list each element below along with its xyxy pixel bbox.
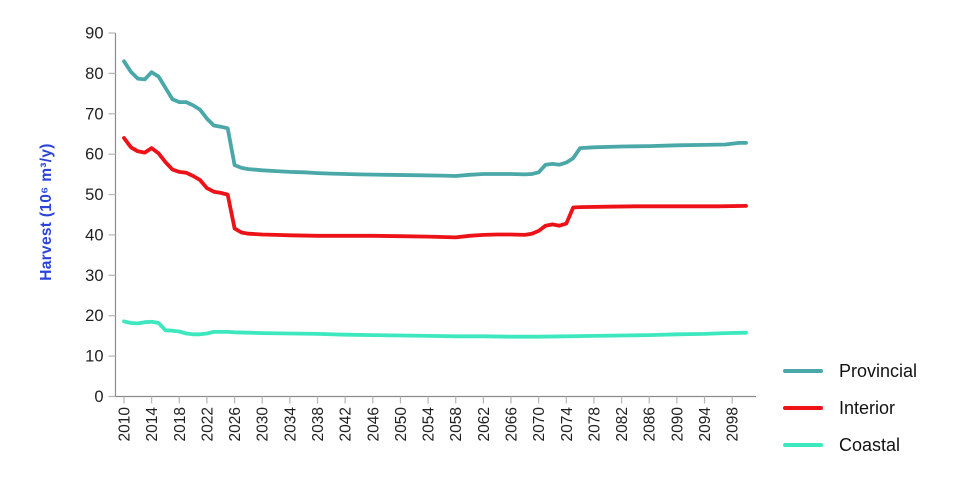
- legend-swatch-provincial: [783, 369, 823, 373]
- series-line-provincial: [122, 59, 748, 178]
- x-tick-label: 2014: [144, 407, 161, 442]
- series-line-coastal: [122, 319, 748, 339]
- x-tick-label: 2038: [310, 407, 327, 441]
- legend: Provincial Interior Coastal: [783, 359, 917, 457]
- x-tick-label: 2082: [614, 407, 631, 441]
- x-tick-label: 2078: [586, 407, 603, 441]
- legend-item-coastal: Coastal: [783, 433, 917, 457]
- x-tick-label: 2042: [338, 407, 355, 441]
- x-tick-label: 2054: [421, 407, 438, 442]
- legend-label-coastal: Coastal: [839, 435, 901, 455]
- x-tick-label: 2046: [365, 407, 382, 441]
- x-tick-label: 2066: [504, 407, 521, 441]
- x-tick-label: 2026: [227, 407, 244, 441]
- x-tick-label: 2058: [448, 407, 465, 441]
- y-tick-label: 0: [94, 388, 103, 406]
- series-line-interior: [122, 136, 748, 240]
- x-tick-label: 2010: [117, 407, 134, 442]
- legend-swatch-coastal: [783, 443, 823, 447]
- legend-label-provincial: Provincial: [839, 361, 918, 381]
- x-tick-label: 2022: [199, 407, 216, 441]
- y-tick-label: 20: [85, 307, 103, 325]
- legend-item-provincial: Provincial: [783, 359, 917, 383]
- y-tick-label: 50: [85, 186, 103, 204]
- x-tick-label: 2086: [642, 407, 659, 441]
- y-tick-label: 10: [85, 348, 103, 366]
- x-tick-label: 2074: [559, 407, 576, 442]
- x-tick-label: 2098: [725, 407, 742, 441]
- x-tick-label: 2094: [697, 407, 714, 442]
- x-tick-label: 2030: [255, 407, 272, 442]
- legend-label-interior: Interior: [839, 398, 896, 418]
- y-axis-title: Harvest (10⁶ m³/y): [38, 143, 55, 281]
- legend-item-interior: Interior: [783, 396, 917, 420]
- y-tick-label: 40: [85, 226, 103, 244]
- legend-swatch-interior: [783, 406, 823, 410]
- x-tick-label: 2050: [393, 407, 410, 442]
- x-tick-label: 2090: [669, 407, 686, 442]
- y-tick-label: 90: [85, 25, 103, 43]
- x-tick-label: 2018: [172, 407, 189, 441]
- x-tick-label: 2070: [531, 407, 548, 442]
- x-tick-label: 2034: [282, 407, 299, 442]
- y-tick-label: 60: [85, 146, 103, 164]
- y-tick-label: 70: [85, 105, 103, 123]
- x-tick-label: 2062: [476, 407, 493, 441]
- y-tick-label: 80: [85, 65, 103, 83]
- y-tick-label: 30: [85, 267, 103, 285]
